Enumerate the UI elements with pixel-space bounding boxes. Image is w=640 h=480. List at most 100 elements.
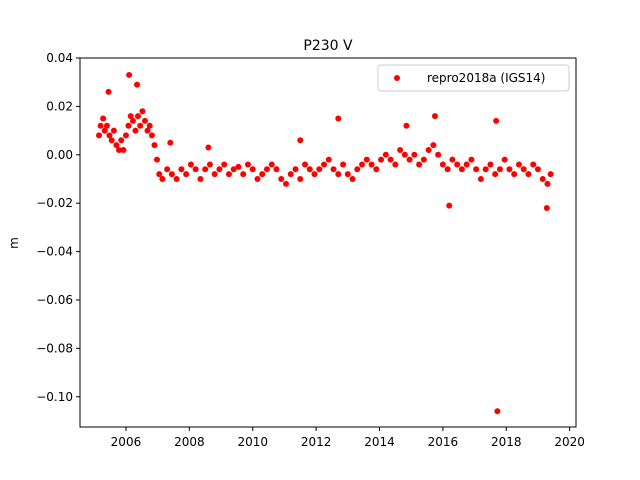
y-tick-label: 0.04 — [46, 51, 73, 65]
data-point — [134, 113, 141, 120]
data-point — [108, 137, 115, 144]
x-tick-label: 2014 — [364, 435, 395, 449]
data-point — [463, 161, 470, 168]
data-point — [235, 163, 242, 170]
data-point — [416, 161, 423, 168]
data-point — [141, 117, 148, 124]
data-point — [378, 156, 385, 163]
data-point — [454, 161, 461, 168]
data-point — [278, 175, 285, 182]
data-point — [435, 151, 442, 158]
x-tick-label: 2008 — [174, 435, 205, 449]
x-tick-label: 2020 — [554, 435, 585, 449]
data-point — [439, 161, 446, 168]
data-point — [125, 122, 132, 129]
data-point — [406, 156, 413, 163]
data-point — [287, 171, 294, 178]
data-point — [216, 166, 223, 173]
data-point — [103, 122, 110, 129]
data-point — [225, 171, 232, 178]
data-point — [506, 166, 513, 173]
data-point — [411, 151, 418, 158]
data-point — [139, 108, 146, 115]
data-point — [96, 132, 103, 139]
data-point — [547, 171, 554, 178]
data-point — [110, 127, 117, 134]
data-point — [249, 166, 256, 173]
data-point — [493, 117, 500, 124]
data-point — [183, 171, 190, 178]
data-point — [525, 171, 532, 178]
data-point — [127, 113, 134, 120]
data-point — [159, 175, 166, 182]
data-point — [449, 156, 456, 163]
data-point — [496, 166, 503, 173]
data-point — [297, 175, 304, 182]
data-point — [330, 166, 337, 173]
legend-box — [377, 64, 570, 92]
legend: repro2018a (IGS14) — [377, 64, 570, 92]
data-point — [106, 132, 113, 139]
data-point — [146, 122, 153, 129]
data-point — [168, 171, 175, 178]
data-point — [382, 151, 389, 158]
data-point — [515, 161, 522, 168]
data-point — [273, 166, 280, 173]
data-point — [321, 161, 328, 168]
data-point — [120, 146, 127, 153]
legend-label: repro2018a (IGS14) — [427, 71, 545, 85]
y-axis-ticks: 0.04 0.02 0.00 −0.02 −0.04 −0.06 −0.08 −0.10 — [36, 51, 80, 404]
data-point — [205, 144, 212, 151]
data-point — [197, 175, 204, 182]
data-point — [316, 166, 323, 173]
data-point — [431, 113, 438, 120]
data-point — [144, 127, 151, 134]
plot-frame — [79, 57, 577, 428]
data-point — [154, 156, 161, 163]
data-point — [392, 161, 399, 168]
data-point — [511, 171, 518, 178]
data-point — [444, 166, 451, 173]
data-point — [134, 81, 141, 88]
data-point — [403, 122, 410, 129]
data-point — [302, 161, 309, 168]
x-axis-ticks: 2006 2008 2010 2012 2014 2016 2018 2020 — [111, 427, 585, 449]
data-point — [340, 161, 347, 168]
x-tick-label: 2012 — [301, 435, 332, 449]
data-point — [530, 161, 537, 168]
data-point — [430, 142, 437, 149]
data-point — [487, 161, 494, 168]
data-point — [132, 127, 139, 134]
y-tick-label: −0.10 — [36, 390, 73, 404]
data-point — [115, 146, 122, 153]
data-point — [167, 139, 174, 146]
data-point — [101, 127, 108, 134]
data-point — [349, 175, 356, 182]
data-point — [458, 166, 465, 173]
data-point — [306, 166, 313, 173]
data-point — [240, 171, 247, 178]
data-point — [126, 71, 133, 78]
y-tick-label: 0.00 — [46, 148, 73, 162]
data-point — [354, 166, 361, 173]
data-point — [297, 137, 304, 144]
data-point — [113, 142, 120, 149]
data-point — [100, 115, 107, 122]
y-axis-label: m — [7, 237, 21, 249]
data-point — [468, 156, 475, 163]
data-point — [244, 161, 251, 168]
data-point — [368, 161, 375, 168]
data-point — [206, 161, 213, 168]
data-point — [539, 175, 546, 182]
data-point — [129, 117, 136, 124]
data-point — [325, 156, 332, 163]
data-point — [397, 146, 404, 153]
data-point — [268, 161, 275, 168]
data-point — [311, 171, 318, 178]
data-point — [254, 175, 261, 182]
data-point — [156, 171, 163, 178]
data-point — [230, 166, 237, 173]
data-point — [178, 166, 185, 173]
data-point — [344, 171, 351, 178]
